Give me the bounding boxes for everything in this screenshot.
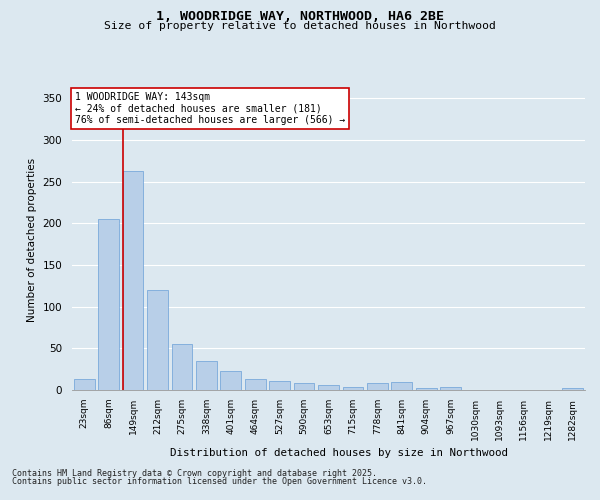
Bar: [416, 388, 437, 390]
Text: Distribution of detached houses by size in Northwood: Distribution of detached houses by size …: [170, 448, 508, 458]
Bar: [220, 371, 241, 390]
Bar: [293, 384, 314, 390]
Bar: [98, 219, 119, 390]
Bar: [196, 361, 217, 390]
Bar: [147, 290, 168, 390]
Bar: [343, 386, 364, 390]
Text: 1, WOODRIDGE WAY, NORTHWOOD, HA6 2BE: 1, WOODRIDGE WAY, NORTHWOOD, HA6 2BE: [156, 10, 444, 23]
Bar: [122, 171, 143, 390]
Bar: [440, 386, 461, 390]
Bar: [269, 381, 290, 390]
Bar: [245, 379, 266, 390]
Bar: [74, 379, 95, 390]
Text: Contains HM Land Registry data © Crown copyright and database right 2025.: Contains HM Land Registry data © Crown c…: [12, 468, 377, 477]
Y-axis label: Number of detached properties: Number of detached properties: [27, 158, 37, 322]
Text: Size of property relative to detached houses in Northwood: Size of property relative to detached ho…: [104, 21, 496, 31]
Text: 1 WOODRIDGE WAY: 143sqm
← 24% of detached houses are smaller (181)
76% of semi-d: 1 WOODRIDGE WAY: 143sqm ← 24% of detache…: [74, 92, 345, 124]
Bar: [318, 385, 339, 390]
Bar: [172, 344, 193, 390]
Bar: [562, 388, 583, 390]
Bar: [367, 382, 388, 390]
Text: Contains public sector information licensed under the Open Government Licence v3: Contains public sector information licen…: [12, 477, 427, 486]
Bar: [391, 382, 412, 390]
